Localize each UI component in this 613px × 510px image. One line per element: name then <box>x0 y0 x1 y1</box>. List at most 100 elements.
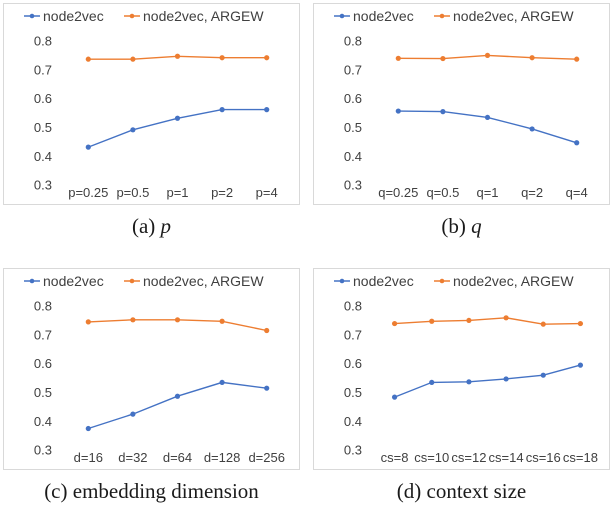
x-tick-label-context-size: cs=10 <box>414 450 449 465</box>
legend-entry-node2vec-context-size: node2vec <box>334 273 414 289</box>
x-tick-label-p: p=0.5 <box>116 185 149 200</box>
chart-panel-q: node2vec node2vec, ARGEW 0.3 0.4 0.5 0.6 0.7 0.… <box>313 3 610 205</box>
legend-marker-argew-q <box>439 13 445 19</box>
data-point-node2vec-context-size <box>540 372 546 378</box>
chart-panel-embedding-dimension: node2vec node2vec, ARGEW 0.3 0.4 0.5 0.6 0.7 0.… <box>3 268 300 470</box>
legend-label-node2vec-embedding-dimension: node2vec <box>43 273 104 289</box>
y-tick-label-context-size: 0.7 <box>344 327 362 342</box>
x-tick-label-q: q=2 <box>521 185 543 200</box>
legend-label-argew-p: node2vec, ARGEW <box>143 8 264 24</box>
data-point-node2vec-embedding-dimension <box>219 379 225 386</box>
x-tick-label-embedding-dimension: d=64 <box>163 450 192 465</box>
caption-q: (b) q <box>313 214 610 239</box>
x-tick-label-q: q=0.5 <box>426 185 459 200</box>
x-tick-label-p: p=0.25 <box>68 185 108 200</box>
caption-p: (a) p <box>3 214 300 239</box>
y-tick-label-context-size: 0.5 <box>344 385 362 400</box>
x-tick-label-p: p=1 <box>166 185 188 200</box>
legend-entry-node2vec-q: node2vec <box>334 8 414 24</box>
x-tick-label-context-size: cs=16 <box>526 450 561 465</box>
y-tick-label-p: 0.6 <box>34 91 52 106</box>
x-tick-label-embedding-dimension: d=32 <box>118 450 147 465</box>
y-tick-label-q: 0.6 <box>344 91 362 106</box>
x-tick-label-context-size: cs=8 <box>381 450 409 465</box>
data-point-node2vec-p <box>85 144 91 150</box>
chart-svg-embedding-dimension: node2vec node2vec, ARGEW 0.3 0.4 0.5 0.6 0.7 0.… <box>24 273 285 465</box>
legend-entry-node2vec-embedding-dimension: node2vec <box>24 273 104 289</box>
x-tick-label-p: p=4 <box>256 185 278 200</box>
caption-label-q: (b) <box>441 214 466 238</box>
data-point-argew-p <box>219 55 225 61</box>
data-point-argew-context-size <box>391 320 398 327</box>
data-point-argew-q <box>395 55 401 61</box>
data-point-argew-embedding-dimension <box>264 327 270 334</box>
data-point-node2vec-p <box>174 115 181 121</box>
caption-embedding-dimension: (c) embedding dimension <box>3 479 300 504</box>
y-tick-label-context-size: 0.8 <box>344 298 362 313</box>
data-point-node2vec-embedding-dimension <box>130 411 136 417</box>
x-tick-label-context-size: cs=18 <box>563 450 598 465</box>
data-point-node2vec-q <box>529 126 535 132</box>
data-point-argew-context-size <box>540 321 546 327</box>
data-point-argew-q <box>574 56 580 62</box>
data-point-argew-q <box>440 55 446 62</box>
legend-entry-argew-embedding-dimension: node2vec, ARGEW <box>124 273 264 289</box>
legend-label-node2vec-context-size: node2vec <box>353 273 414 289</box>
legend-label-argew-context-size: node2vec, ARGEW <box>453 273 574 289</box>
y-tick-label-p: 0.8 <box>34 33 52 48</box>
x-tick-label-embedding-dimension: d=128 <box>204 450 241 465</box>
data-point-argew-context-size <box>429 318 435 324</box>
data-point-argew-p <box>174 53 181 59</box>
y-tick-label-p: 0.7 <box>34 62 52 77</box>
y-tick-label-embedding-dimension: 0.6 <box>34 356 52 371</box>
legend-marker-argew-p <box>129 13 135 19</box>
data-point-argew-context-size <box>503 315 509 321</box>
data-point-node2vec-p <box>264 107 270 113</box>
caption-label-p: (a) <box>131 214 156 238</box>
legend-entry-argew-p: node2vec, ARGEW <box>124 8 264 24</box>
y-tick-label-embedding-dimension: 0.5 <box>34 385 52 400</box>
data-point-argew-embedding-dimension <box>219 318 225 324</box>
legend-entry-node2vec-p: node2vec <box>24 8 104 24</box>
data-point-argew-p <box>85 56 91 62</box>
legend-entry-argew-q: node2vec, ARGEW <box>434 8 574 24</box>
data-point-node2vec-context-size <box>429 379 435 386</box>
y-tick-label-embedding-dimension: 0.4 <box>34 414 52 429</box>
legend-marker-argew-context-size <box>439 278 445 284</box>
caption-context-size: (d) context size <box>313 479 610 504</box>
data-point-node2vec-q <box>440 109 446 115</box>
y-tick-label-q: 0.3 <box>344 178 362 193</box>
y-tick-label-p: 0.4 <box>34 149 52 164</box>
data-point-argew-p <box>264 55 270 61</box>
data-point-argew-embedding-dimension <box>85 319 91 325</box>
x-tick-label-p: p=2 <box>211 185 233 200</box>
data-point-node2vec-context-size <box>466 379 472 385</box>
legend-label-argew-q: node2vec, ARGEW <box>453 8 574 24</box>
y-tick-label-p: 0.5 <box>34 120 52 135</box>
caption-label-context-size: (d) <box>396 479 422 503</box>
data-point-node2vec-embedding-dimension <box>85 425 91 432</box>
caption-text-embedding-dimension: embedding dimension <box>72 479 259 503</box>
chart-svg-context-size: node2vec node2vec, ARGEW 0.3 0.4 0.5 0.6 0.7 0.… <box>334 273 598 465</box>
data-point-argew-context-size <box>466 317 472 324</box>
y-tick-label-embedding-dimension: 0.7 <box>34 327 52 342</box>
data-point-argew-embedding-dimension <box>130 317 136 323</box>
legend-marker-argew-embedding-dimension <box>129 278 135 284</box>
data-point-argew-q <box>529 55 535 61</box>
x-tick-label-embedding-dimension: d=256 <box>248 450 285 465</box>
data-point-node2vec-q <box>574 140 580 146</box>
y-tick-label-embedding-dimension: 0.3 <box>34 443 52 458</box>
chart-panel-context-size: node2vec node2vec, ARGEW 0.3 0.4 0.5 0.6 0.7 0.… <box>313 268 610 470</box>
y-tick-label-q: 0.7 <box>344 62 362 77</box>
y-tick-label-context-size: 0.4 <box>344 414 362 429</box>
y-tick-label-context-size: 0.6 <box>344 356 362 371</box>
data-point-node2vec-q <box>395 108 401 114</box>
y-tick-label-p: 0.3 <box>34 178 52 193</box>
data-point-node2vec-context-size <box>503 376 509 382</box>
data-point-node2vec-p <box>130 127 136 133</box>
series-line-node2vec-p <box>88 108 267 148</box>
data-point-node2vec-p <box>219 107 225 113</box>
legend-label-node2vec-q: node2vec <box>353 8 414 24</box>
legend-entry-argew-context-size: node2vec, ARGEW <box>434 273 574 289</box>
data-point-node2vec-embedding-dimension <box>264 385 270 391</box>
